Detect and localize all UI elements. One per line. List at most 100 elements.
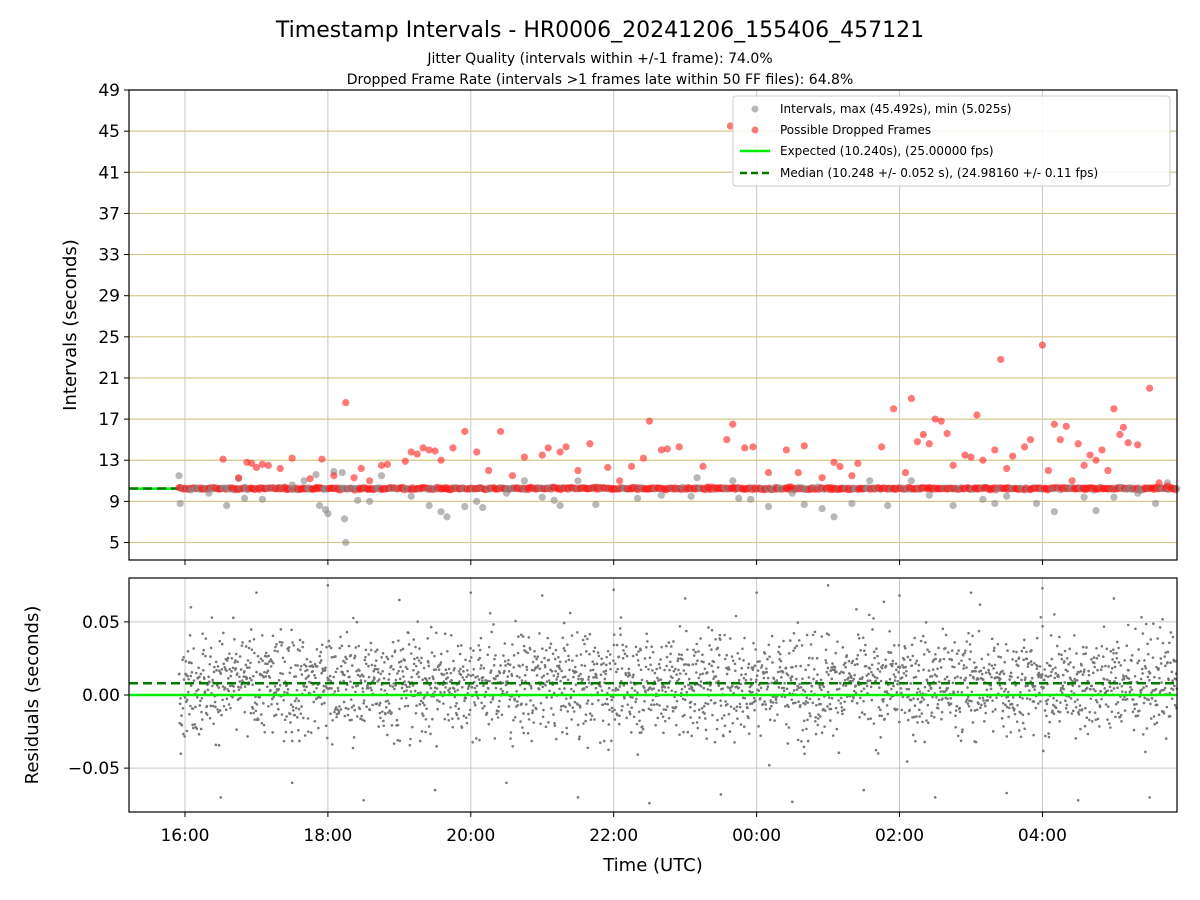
residual-point [412,662,416,666]
residual-point [188,634,192,637]
residual-point [810,684,814,688]
residual-point [1150,697,1154,700]
residual-point [201,652,205,656]
intervals-y-tick-label: 9 [109,492,120,512]
residual-point [1092,656,1096,659]
dropped-frame-point [616,477,624,485]
residual-point [1172,688,1175,691]
residual-point [624,673,628,677]
residual-point [236,660,239,664]
residual-point [471,740,474,744]
residual-point [693,709,696,713]
residual-point [181,706,185,710]
residual-point [504,664,507,667]
residual-point [1151,656,1155,659]
residual-point [422,666,426,670]
interval-point [1092,507,1100,515]
dropped-frame-point [830,458,838,466]
residual-point [1158,676,1161,680]
residual-point [398,598,401,602]
residual-point [1015,720,1019,723]
residual-point [592,663,596,666]
residual-point [588,632,592,636]
residual-point [667,686,670,689]
residual-point [602,670,606,673]
residual-point [805,633,809,637]
residual-point [774,698,778,701]
residual-point [805,727,808,731]
residual-point [645,680,649,683]
residual-point [270,697,274,701]
residual-point [559,708,563,712]
residual-point [433,654,436,658]
residual-point [630,686,634,690]
dropped-frame-point [723,436,731,444]
residual-point [766,676,770,680]
residual-point [922,653,926,656]
residual-point [1122,677,1126,681]
residual-point [962,667,965,670]
residual-point [837,751,841,754]
residual-point [787,705,790,709]
residual-point [1020,672,1024,676]
residual-point [824,659,827,662]
residual-point [699,637,702,640]
residual-point [469,647,472,650]
residual-point [526,731,530,735]
residual-point [1104,664,1107,668]
residual-point [262,702,265,705]
residual-point [835,727,839,731]
x-axis-label: Time (UTC) [602,855,703,876]
residual-point [298,638,302,642]
residual-point [850,699,854,703]
residual-point [227,677,230,680]
residual-point [322,684,326,688]
residual-point [1034,706,1038,710]
residual-point [336,708,339,712]
residual-point [971,721,975,724]
residual-point [279,628,283,631]
dropped-frame-point [437,456,445,464]
residual-point [1005,735,1009,738]
residual-point [527,718,531,721]
residual-point [216,708,219,711]
residual-point [1155,665,1158,669]
residual-point [1073,700,1077,703]
residual-point [925,679,929,683]
residual-point [337,689,340,692]
residual-point [750,702,754,705]
residual-point [306,717,310,720]
residual-point [1019,690,1022,694]
residual-point [446,649,449,653]
residual-point [1118,715,1122,719]
dropped-frame-point [425,446,433,454]
residual-point [786,673,790,677]
residual-point [287,649,291,652]
dropped-frame-point [1104,466,1112,475]
residual-point [1030,663,1034,667]
residual-point [1130,654,1134,657]
residual-point [337,710,341,713]
residual-point [375,702,379,706]
residual-point [412,638,416,641]
residual-point [705,737,709,740]
dropped-frame-point [961,451,969,459]
residual-point [425,707,428,711]
residual-point [835,670,838,674]
residual-point [936,702,940,706]
residual-point [398,707,401,711]
residual-point [880,714,884,718]
dropped-frame-point [330,472,338,480]
residual-point [418,739,422,743]
residual-point [1084,706,1087,710]
residual-point [765,667,768,670]
residual-point [319,696,322,699]
residual-point [327,639,331,643]
residual-point [489,671,492,674]
residual-point [760,666,763,669]
residual-point [562,621,566,625]
residual-point [632,715,636,719]
residual-point [771,701,775,704]
residual-point [800,740,803,743]
residual-point [1114,676,1118,680]
